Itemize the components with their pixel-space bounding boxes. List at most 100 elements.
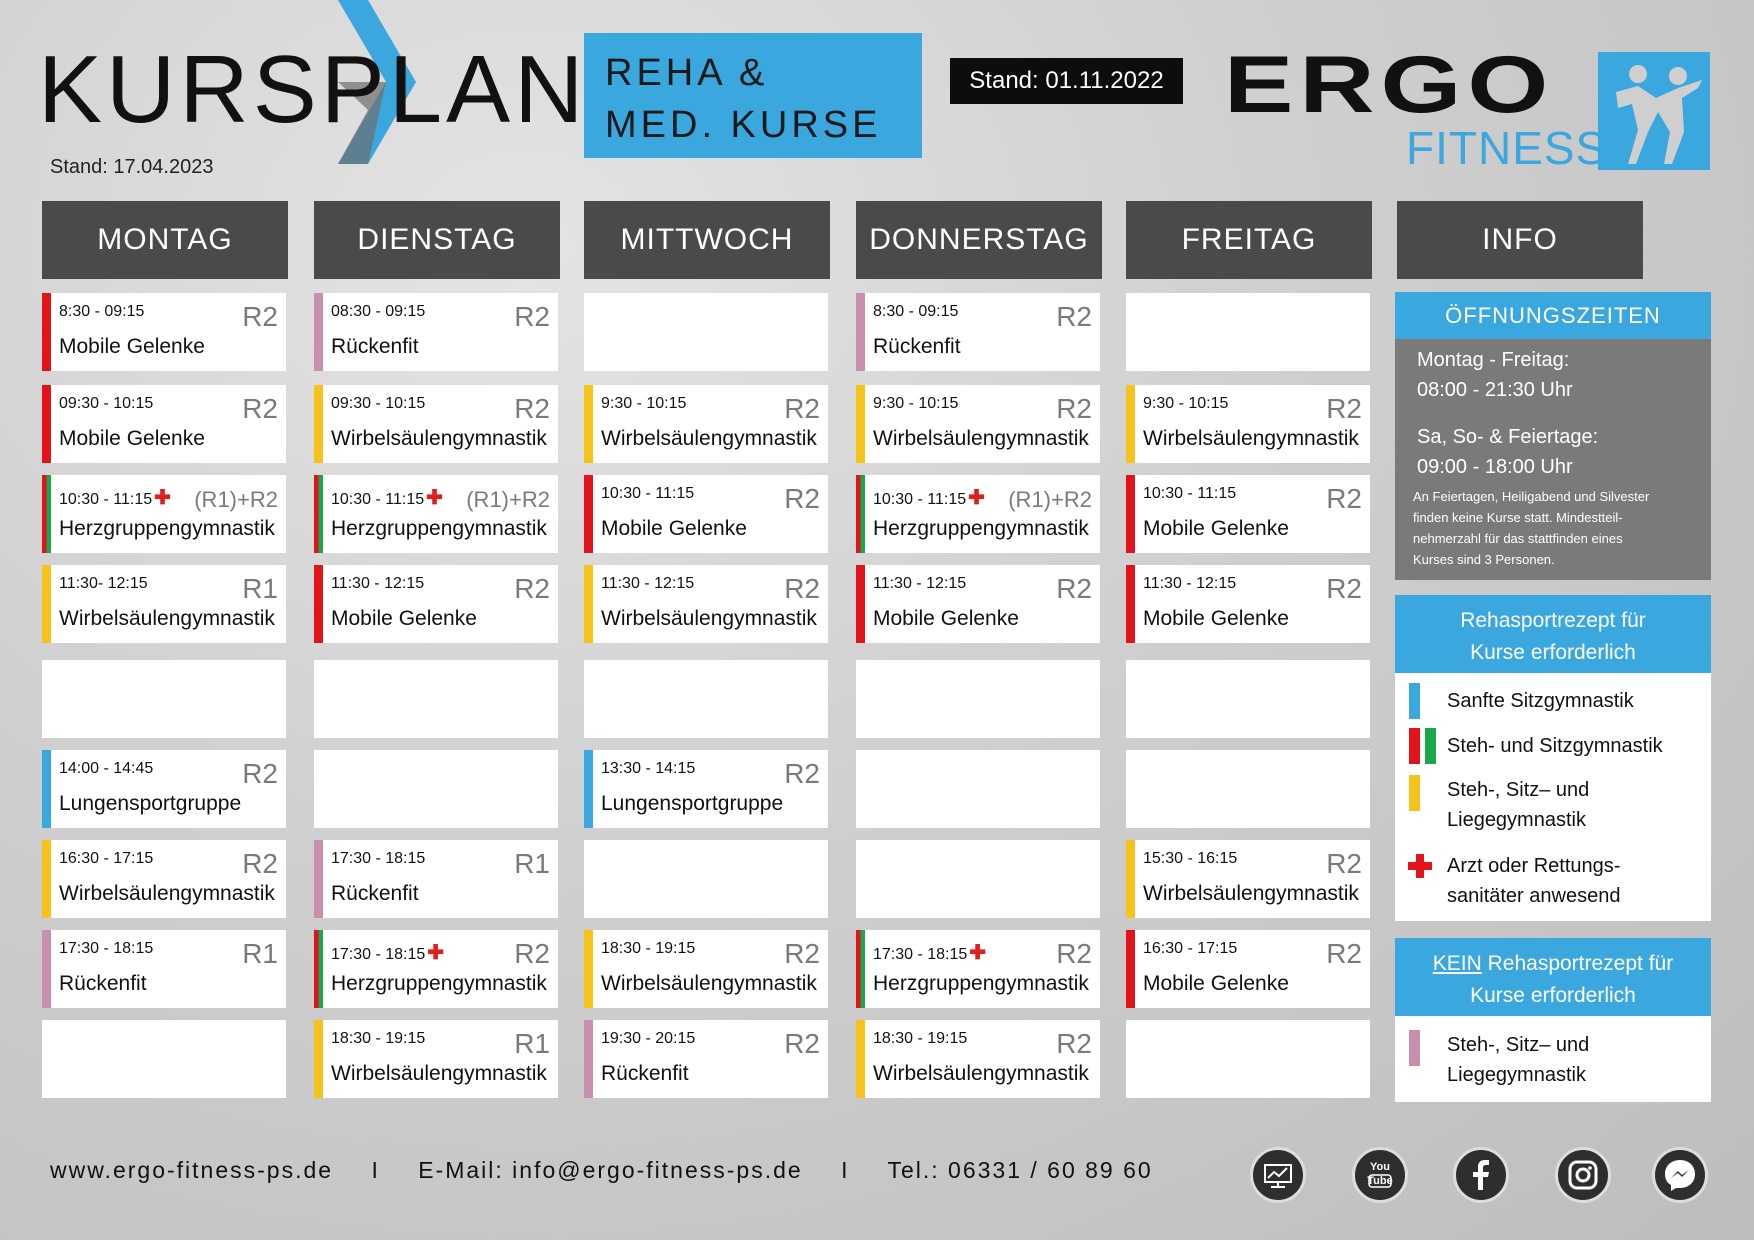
course-name: Mobile Gelenke <box>331 607 477 630</box>
course-room: R2 <box>1056 938 1092 970</box>
course-room-text: R2 <box>1056 393 1092 424</box>
empty-slot <box>314 750 558 828</box>
course-room: R2 <box>1326 483 1362 515</box>
footer-email[interactable]: E-Mail: info@ergo-fitness-ps.de <box>418 1157 803 1183</box>
course-color-stripe <box>1126 565 1135 643</box>
empty-slot <box>584 840 828 918</box>
red-cross-icon: ✚ <box>969 942 987 964</box>
course-card: 16:30 - 17:15 R2 Wirbelsäulengymnastik <box>42 840 286 918</box>
empty-slot <box>856 840 1100 918</box>
reha-banner <box>584 33 922 158</box>
course-room-text: R2 <box>242 393 278 424</box>
course-room: R2 <box>784 1028 820 1060</box>
oeffnungszeiten-box: Montag - Freitag: 08:00 - 21:30 Uhr Sa, … <box>1395 339 1711 580</box>
course-time-text: 8:30 - 09:15 <box>873 303 959 320</box>
reha-banner-line1: REHA & <box>605 52 769 94</box>
youtube-icon[interactable]: You Tube <box>1352 1147 1408 1203</box>
day-header-montag: MONTAG <box>42 201 288 279</box>
empty-slot <box>1126 293 1370 371</box>
course-room: R2 <box>784 938 820 970</box>
course-room-text: R2 <box>1056 938 1092 969</box>
course-color-stripe <box>584 385 593 463</box>
rezept-title-line2: Kurse erforderlich <box>1470 641 1636 664</box>
mo-fr-label: Montag - Freitag: <box>1417 349 1570 371</box>
course-time: 9:30 - 10:15 <box>601 395 686 413</box>
course-room: R2 <box>514 573 550 605</box>
course-room: (R1)+R2 <box>1008 487 1092 513</box>
rezept-title: Rehasportrezept für Kurse erforderlich <box>1395 595 1711 673</box>
facebook-icon[interactable] <box>1453 1147 1509 1203</box>
course-time-text: 13:30 - 14:15 <box>601 760 696 777</box>
logo-ergo: ERGO <box>1224 39 1555 130</box>
footer-phone[interactable]: Tel.: 06331 / 60 89 60 <box>887 1157 1153 1183</box>
course-room-text: R2 <box>242 848 278 879</box>
course-time-text: 15:30 - 16:15 <box>1143 850 1238 867</box>
course-card: 11:30 - 12:15 R2 Wirbelsäulengymnastik <box>584 565 828 643</box>
red-cross-icon: ✚ <box>968 487 985 509</box>
course-name: Wirbelsäulengymnastik <box>331 1062 547 1085</box>
course-room: R1 <box>242 573 278 605</box>
course-room: R2 <box>784 483 820 515</box>
course-time-text: 18:30 - 19:15 <box>331 1030 426 1047</box>
course-name: Mobile Gelenke <box>59 427 205 450</box>
course-time-text: 11:30 - 12:15 <box>331 575 425 592</box>
course-card: 19:30 - 20:15 R2 Rückenfit <box>584 1020 828 1098</box>
course-time-text: 11:30- 12:15 <box>59 575 148 592</box>
course-time: 19:30 - 20:15 <box>601 1030 695 1048</box>
course-color-stripe <box>584 1020 593 1098</box>
course-card: 18:30 - 19:15 R1 Wirbelsäulengymnastik <box>314 1020 558 1098</box>
legend-swatch-yellow <box>1409 775 1420 811</box>
note-line-2: finden keine Kurse statt. Mindestteil- <box>1413 510 1623 525</box>
messenger-icon[interactable] <box>1652 1147 1708 1203</box>
course-room-text: R2 <box>784 1028 820 1059</box>
footer-separator: I <box>371 1157 380 1183</box>
course-time: 15:30 - 16:15 <box>1143 850 1237 868</box>
course-name: Wirbelsäulengymnastik <box>873 1062 1089 1085</box>
course-color-stripe <box>42 750 51 828</box>
course-card: 8:30 - 09:15 R2 Mobile Gelenke <box>42 293 286 371</box>
course-time-text: 17:30 - 18:15 <box>331 850 426 867</box>
course-room-text: R2 <box>784 573 820 604</box>
course-time: 17:30 - 18:15 ✚ <box>331 940 444 965</box>
course-room-text: R2 <box>1326 573 1362 604</box>
course-name: Wirbelsäulengymnastik <box>601 972 817 995</box>
course-card: 17:30 - 18:15 ✚ R2 Herzgruppengymnastik <box>314 930 558 1008</box>
course-color-stripe <box>856 1020 865 1098</box>
course-room-text: R2 <box>514 573 550 604</box>
kein-rezept-title: KEIN Rehasportrezept für Kurse erforderl… <box>1395 938 1711 1016</box>
legend-text: Sanfte Sitzgymnastik <box>1447 690 1634 712</box>
course-room: R2 <box>784 758 820 790</box>
empty-slot <box>42 660 286 738</box>
kein-title-rest: Rehasportrezept für <box>1481 952 1674 975</box>
course-room-text: R2 <box>1326 938 1362 969</box>
course-card: 9:30 - 10:15 R2 Wirbelsäulengymnastik <box>584 385 828 463</box>
stand-date-small: Stand: 17.04.2023 <box>50 156 214 178</box>
monitor-chart-icon[interactable] <box>1250 1147 1306 1203</box>
note-line-3: nehmerzahl für das stattfinden eines <box>1413 531 1623 546</box>
course-time: 10:30 - 11:15 <box>601 485 694 503</box>
course-card: 17:30 - 18:15 ✚ R2 Herzgruppengymnastik <box>856 930 1100 1008</box>
course-name: Rückenfit <box>601 1062 689 1085</box>
course-room-text: R1 <box>514 1028 550 1059</box>
rezept-title-line1: Rehasportrezept für <box>1460 609 1646 632</box>
course-room-text: +R2 <box>1051 487 1092 512</box>
course-room: R1 <box>242 938 278 970</box>
course-room: R2 <box>1326 848 1362 880</box>
course-color-stripe <box>42 930 51 1008</box>
course-time: 8:30 - 09:15 <box>59 303 144 321</box>
legend-swatch-mauve <box>1409 1030 1420 1066</box>
footer-website[interactable]: www.ergo-fitness-ps.de <box>50 1157 334 1183</box>
mo-fr-hours: 08:00 - 21:30 Uhr <box>1417 379 1573 401</box>
course-name: Rückenfit <box>873 335 961 358</box>
course-name: Mobile Gelenke <box>1143 607 1289 630</box>
course-color-stripe <box>42 475 51 553</box>
weekend-hours: 09:00 - 18:00 Uhr <box>1417 456 1573 478</box>
logo-figures-icon <box>1598 52 1710 170</box>
instagram-icon[interactable] <box>1555 1147 1611 1203</box>
footer-separator: I <box>841 1157 850 1183</box>
course-time-text: 14:00 - 14:45 <box>59 760 154 777</box>
course-time: 10:30 - 11:15 ✚ <box>873 485 985 510</box>
legend-swatch-green <box>1425 728 1436 764</box>
course-time: 10:30 - 11:15 ✚ <box>59 485 171 510</box>
course-room: R2 <box>242 758 278 790</box>
